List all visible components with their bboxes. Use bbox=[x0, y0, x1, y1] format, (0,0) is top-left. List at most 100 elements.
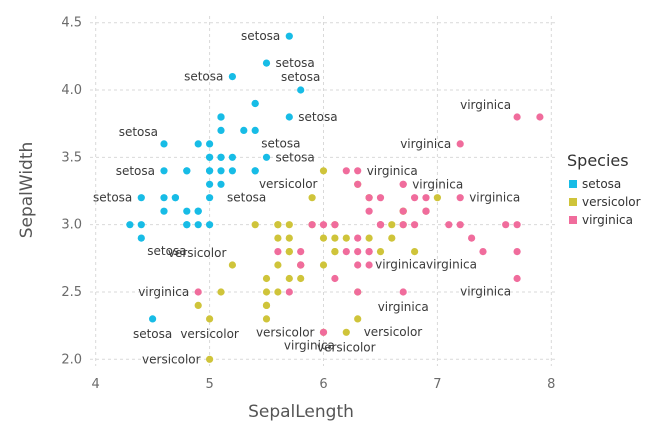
point-label-setosa: setosa bbox=[147, 244, 186, 258]
data-point-setosa bbox=[217, 167, 225, 175]
y-tick-label: 3.0 bbox=[61, 218, 82, 233]
data-point-setosa bbox=[194, 207, 202, 215]
data-point-setosa bbox=[194, 140, 202, 148]
data-point-setosa bbox=[171, 194, 179, 202]
data-point-versicolor bbox=[319, 167, 328, 175]
point-label-virginica: virginica bbox=[412, 177, 463, 191]
y-axis-title: SepalWidth bbox=[17, 142, 37, 239]
data-point-setosa bbox=[251, 167, 259, 175]
data-point-virginica bbox=[297, 261, 305, 269]
y-tick-label: 4.5 bbox=[61, 16, 82, 31]
data-point-versicolor bbox=[285, 274, 293, 283]
data-point-virginica bbox=[513, 221, 521, 229]
data-point-virginica bbox=[376, 221, 385, 229]
data-point-versicolor bbox=[262, 288, 271, 296]
data-point-setosa bbox=[217, 126, 225, 134]
data-point-virginica bbox=[456, 140, 464, 148]
data-point-setosa bbox=[217, 153, 225, 161]
point-label-setosa: setosa bbox=[116, 164, 155, 178]
point-label-virginica: virginica bbox=[460, 98, 511, 112]
point-label-virginica: virginica bbox=[375, 258, 426, 272]
x-tick-label: 6 bbox=[319, 377, 327, 392]
point-label-virginica: virginica bbox=[367, 164, 418, 178]
data-point-setosa bbox=[206, 194, 214, 202]
x-tick-label: 7 bbox=[433, 377, 441, 392]
axis-ticks: 4 5 6 7 8 2.0 2.5 3.0 3.5 4.0 4.5 bbox=[61, 16, 555, 392]
data-point-versicolor bbox=[354, 315, 362, 323]
data-point-virginica bbox=[365, 248, 373, 256]
point-label-versicolor: versicolor bbox=[142, 352, 201, 366]
data-point-setosa bbox=[217, 180, 225, 188]
data-point-versicolor bbox=[274, 261, 282, 269]
data-point-virginica bbox=[365, 261, 373, 269]
point-labels: setosa setosa setosa setosa setosa setosa seto… bbox=[93, 29, 520, 366]
data-point-setosa bbox=[183, 221, 191, 229]
data-point-virginica bbox=[536, 113, 544, 121]
legend-label-setosa: setosa bbox=[582, 177, 621, 191]
data-point-versicolor bbox=[206, 355, 214, 363]
data-point-setosa bbox=[137, 194, 145, 202]
data-point-setosa bbox=[228, 153, 236, 161]
data-point-setosa bbox=[183, 167, 191, 175]
data-point-setosa bbox=[228, 167, 236, 175]
data-point-setosa bbox=[262, 153, 271, 161]
data-point-virginica bbox=[354, 180, 362, 188]
legend-swatch-versicolor bbox=[569, 198, 577, 206]
legend-swatch-virginica bbox=[569, 216, 577, 224]
point-label-setosa: setosa bbox=[276, 56, 315, 70]
data-point-versicolor bbox=[285, 248, 293, 256]
data-point-virginica bbox=[365, 207, 373, 215]
point-label-setosa: setosa bbox=[276, 150, 315, 164]
point-label-setosa: setosa bbox=[119, 125, 158, 139]
point-label-setosa: setosa bbox=[184, 70, 223, 84]
data-point-virginica bbox=[365, 194, 373, 202]
data-point-setosa bbox=[240, 126, 248, 134]
data-point-virginica bbox=[411, 221, 419, 229]
point-label-virginica: virginica bbox=[284, 338, 335, 352]
data-point-versicolor bbox=[376, 248, 385, 256]
point-label-versicolor: versicolor bbox=[364, 325, 423, 339]
data-point-versicolor bbox=[262, 301, 271, 309]
data-point-setosa bbox=[206, 140, 214, 148]
legend-label-virginica: virginica bbox=[582, 213, 633, 227]
y-tick-label: 2.0 bbox=[61, 352, 82, 367]
data-point-virginica bbox=[297, 248, 305, 256]
data-point-versicolor bbox=[308, 194, 316, 202]
point-label-setosa: setosa bbox=[241, 29, 280, 43]
data-point-versicolor bbox=[274, 288, 282, 296]
data-point-setosa bbox=[285, 32, 293, 40]
point-label-setosa: setosa bbox=[133, 327, 172, 341]
data-point-virginica bbox=[456, 194, 464, 202]
data-point-versicolor bbox=[274, 234, 282, 242]
data-point-virginica bbox=[513, 248, 521, 256]
point-label-setosa: setosa bbox=[298, 110, 337, 124]
point-label-setosa: setosa bbox=[227, 190, 266, 204]
y-tick-label: 3.5 bbox=[61, 150, 82, 165]
data-point-virginica bbox=[399, 288, 407, 296]
x-axis-title: SepalLength bbox=[248, 402, 354, 422]
point-label-versicolor: versicolor bbox=[259, 177, 318, 191]
data-point-virginica bbox=[354, 248, 362, 256]
data-point-versicolor bbox=[262, 315, 271, 323]
data-point-versicolor bbox=[388, 221, 396, 229]
data-point-virginica bbox=[319, 328, 328, 336]
data-point-setosa bbox=[217, 113, 225, 121]
point-label-virginica: virginica bbox=[138, 285, 189, 299]
data-point-virginica bbox=[342, 167, 350, 175]
data-point-versicolor bbox=[342, 234, 350, 242]
y-tick-label: 4.0 bbox=[61, 83, 82, 98]
point-label-versicolor: versicolor bbox=[180, 327, 239, 341]
data-point-virginica bbox=[354, 261, 362, 269]
data-point-virginica bbox=[513, 113, 521, 121]
grid bbox=[90, 16, 557, 366]
data-point-setosa bbox=[160, 207, 168, 215]
data-point-virginica bbox=[445, 221, 453, 229]
legend-title: Species bbox=[567, 151, 629, 170]
data-point-versicolor bbox=[217, 288, 225, 296]
data-point-virginica bbox=[399, 207, 407, 215]
data-point-versicolor bbox=[285, 221, 293, 229]
data-point-virginica bbox=[354, 288, 362, 296]
x-tick-label: 8 bbox=[547, 377, 555, 392]
point-label-virginica: virginica bbox=[426, 258, 477, 272]
